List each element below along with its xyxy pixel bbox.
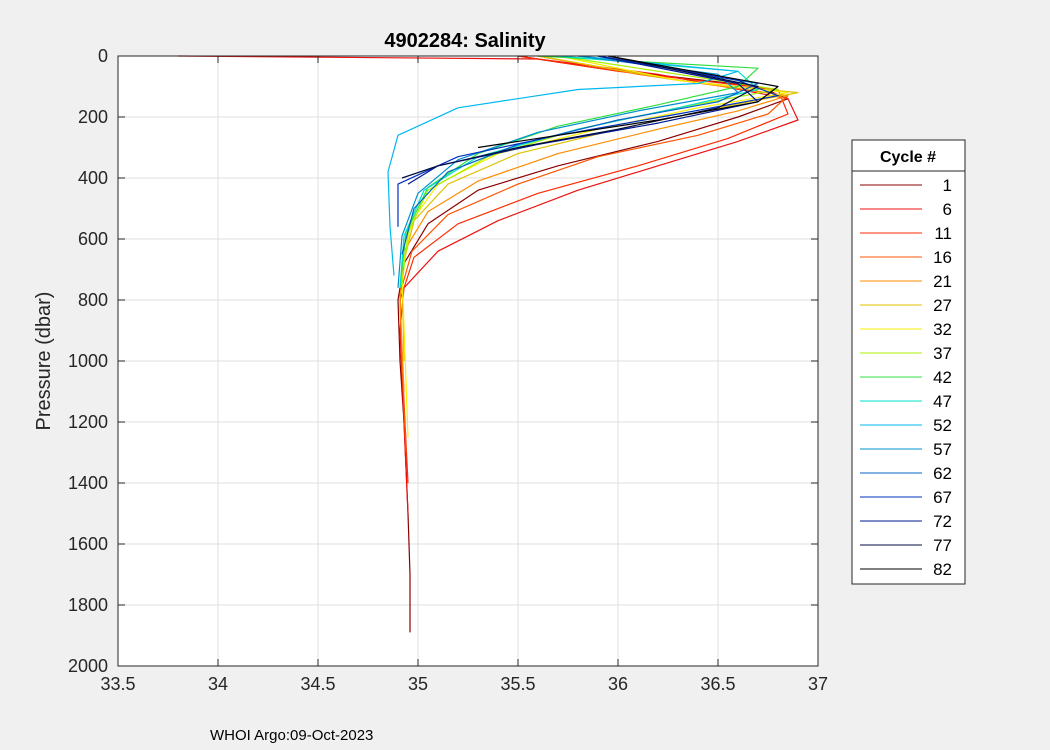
x-tick-label: 34.5 — [300, 674, 335, 694]
x-tick-label: 35 — [408, 674, 428, 694]
legend-label-57: 57 — [933, 440, 952, 459]
axis-ticks: 33.5 34 34.5 35 35.5 36 36.5 37 0 200 400 600 800 100… — [68, 46, 828, 694]
y-tick-label: 0 — [98, 46, 108, 66]
x-tick-label: 35.5 — [500, 674, 535, 694]
legend-label-37: 37 — [933, 344, 952, 363]
legend-label-47: 47 — [933, 392, 952, 411]
y-tick-label: 800 — [78, 290, 108, 310]
footer-note: WHOI Argo:09-Oct-2023 — [210, 727, 374, 744]
y-tick-label: 1400 — [68, 473, 108, 493]
profile-line-12 — [401, 55, 759, 255]
legend-label-42: 42 — [933, 368, 952, 387]
x-tick-label: 36.5 — [700, 674, 735, 694]
profile-line-16 — [477, 55, 779, 149]
legend-label-21: 21 — [933, 272, 952, 291]
legend-box — [851, 139, 966, 585]
y-tick-label: 1200 — [68, 412, 108, 432]
legend-label-27: 27 — [933, 296, 952, 315]
legend-label-32: 32 — [933, 320, 952, 339]
x-tick-label: 36 — [608, 674, 628, 694]
y-tick-label: 1800 — [68, 595, 108, 615]
y-tick-label: 1000 — [68, 351, 108, 371]
profile-line-8 — [399, 55, 759, 288]
x-tick-label: 34 — [208, 674, 228, 694]
legend-label-72: 72 — [933, 512, 952, 531]
profile-line-15 — [401, 55, 759, 179]
profile-line-13 — [397, 55, 779, 227]
x-tick-label: 33.5 — [100, 674, 135, 694]
legend-label-62: 62 — [933, 464, 952, 483]
legend-title: Cycle # — [880, 149, 936, 166]
legend-label-82: 82 — [933, 560, 952, 579]
y-tick-label: 2000 — [68, 656, 108, 676]
y-axis-label: Pressure (dbar) — [33, 292, 55, 431]
y-tick-label: 200 — [78, 107, 108, 127]
legend-label-67: 67 — [933, 488, 952, 507]
legend-label-11: 11 — [934, 224, 952, 243]
legend-label-16: 16 — [933, 248, 952, 267]
profile-line-10 — [387, 55, 739, 276]
data-lines — [177, 55, 799, 633]
y-tick-label: 400 — [78, 168, 108, 188]
y-tick-label: 600 — [78, 229, 108, 249]
x-tick-label: 37 — [808, 674, 828, 694]
legend-label-52: 52 — [933, 416, 952, 435]
legend-label-1: 1 — [943, 176, 952, 195]
legend-label-77: 77 — [933, 536, 952, 555]
y-tick-label: 1600 — [68, 534, 108, 554]
chart-title: 4902284: Salinity — [384, 30, 546, 52]
legend-label-6: 6 — [943, 200, 952, 219]
